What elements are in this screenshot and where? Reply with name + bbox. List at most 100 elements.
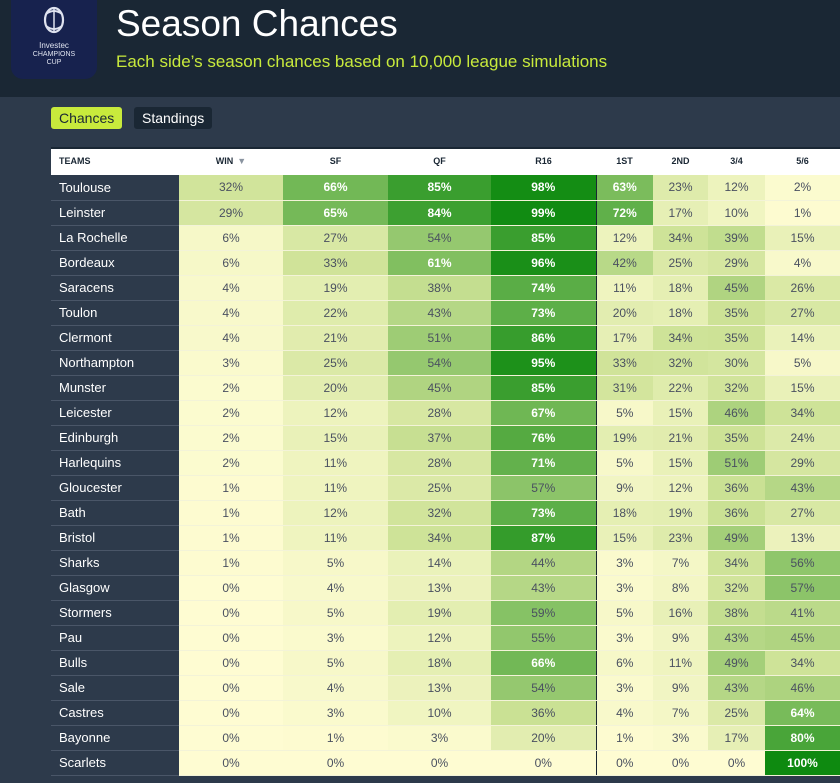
column-header-qf[interactable]: QF — [388, 147, 491, 175]
cell-qf: 12% — [388, 625, 491, 651]
cell-2nd: 15% — [653, 400, 708, 426]
cell-qf: 18% — [388, 650, 491, 676]
cell-qf: 3% — [388, 725, 491, 751]
column-header-1st[interactable]: 1ST — [596, 147, 653, 175]
cell-r16: 54% — [491, 675, 596, 701]
cell-qf: 28% — [388, 400, 491, 426]
cell-1st: 18% — [595, 500, 653, 526]
sort-desc-icon[interactable]: ▼ — [237, 156, 247, 166]
cell-2nd: 18% — [653, 275, 708, 301]
cell-qf: 19% — [388, 600, 491, 626]
table-row: Munster 2% 20% 45% 85% 31% 22% 32% 15% — [51, 375, 840, 401]
cell-2nd: 12% — [653, 475, 708, 501]
table-row: Edinburgh 2% 15% 37% 76% 19% 21% 35% 24% — [51, 425, 840, 451]
cell-r16: 36% — [491, 700, 596, 726]
cell-1st: 3% — [595, 575, 653, 601]
cell-5-6: 80% — [765, 725, 840, 751]
cell-1st: 20% — [595, 300, 653, 326]
cell-win: 32% — [179, 175, 283, 201]
cell-win: 0% — [179, 725, 283, 751]
cell-qf: 85% — [388, 175, 491, 201]
team-name: Saracens — [51, 275, 179, 301]
table-row: Leicester 2% 12% 28% 67% 5% 15% 46% 34% — [51, 400, 840, 426]
team-name: Bordeaux — [51, 250, 179, 276]
column-header-label: WIN — [215, 156, 234, 166]
table-row: Gloucester 1% 11% 25% 57% 9% 12% 36% 43% — [51, 475, 840, 501]
column-header-teams[interactable]: TEAMS — [51, 147, 179, 175]
team-name: Gloucester — [51, 475, 179, 501]
column-header-5-6[interactable]: 5/6 — [765, 147, 840, 175]
table-row: Harlequins 2% 11% 28% 71% 5% 15% 51% 29% — [51, 450, 840, 476]
column-header-win[interactable]: WIN ▼ — [179, 147, 283, 175]
cell-5-6: 46% — [765, 675, 840, 701]
cell-sf: 3% — [283, 700, 388, 726]
cell-3-4: 30% — [708, 350, 765, 376]
cell-r16: 85% — [491, 225, 596, 251]
cell-1st: 4% — [595, 700, 653, 726]
cell-qf: 13% — [388, 675, 491, 701]
tab-standings[interactable]: Standings — [134, 107, 213, 129]
cell-1st: 9% — [595, 475, 653, 501]
cell-3-4: 43% — [708, 625, 765, 651]
cell-sf: 15% — [283, 425, 388, 451]
cell-sf: 33% — [283, 250, 388, 276]
cell-1st: 5% — [595, 600, 653, 626]
column-header-2nd[interactable]: 2ND — [653, 147, 708, 175]
cell-r16: 55% — [491, 625, 596, 651]
tab-bar: Chances Standings — [0, 97, 840, 139]
cell-1st: 6% — [595, 650, 653, 676]
team-name: Sharks — [51, 550, 179, 576]
table-row: Toulouse 32% 66% 85% 98% 63% 23% 12% 2% — [51, 175, 840, 201]
column-header-3-4[interactable]: 3/4 — [708, 147, 765, 175]
cell-qf: 45% — [388, 375, 491, 401]
cell-qf: 28% — [388, 450, 491, 476]
cell-5-6: 57% — [765, 575, 840, 601]
team-name: Edinburgh — [51, 425, 179, 451]
cell-2nd: 7% — [653, 550, 708, 576]
cell-1st: 3% — [595, 550, 653, 576]
cell-win: 2% — [179, 450, 283, 476]
cell-win: 0% — [179, 650, 283, 676]
cell-qf: 61% — [388, 250, 491, 276]
cell-win: 2% — [179, 400, 283, 426]
cell-win: 29% — [179, 200, 283, 226]
tab-chances[interactable]: Chances — [51, 107, 123, 129]
cell-r16: 98% — [491, 175, 596, 201]
cell-3-4: 0% — [708, 750, 765, 776]
cell-r16: 87% — [491, 525, 596, 551]
cell-sf: 11% — [283, 450, 388, 476]
trophy-icon — [43, 6, 65, 34]
cell-qf: 43% — [388, 300, 491, 326]
cell-win: 1% — [179, 550, 283, 576]
table-row: Scarlets 0% 0% 0% 0% 0% 0% 0% 100% — [51, 750, 840, 776]
cell-5-6: 27% — [765, 500, 840, 526]
cell-win: 2% — [179, 425, 283, 451]
cell-qf: 25% — [388, 475, 491, 501]
cell-2nd: 9% — [653, 675, 708, 701]
team-name: Leicester — [51, 400, 179, 426]
cell-win: 4% — [179, 275, 283, 301]
cell-2nd: 7% — [653, 700, 708, 726]
column-header-sf[interactable]: SF — [283, 147, 388, 175]
cell-sf: 0% — [283, 750, 388, 776]
cell-2nd: 34% — [653, 225, 708, 251]
cell-sf: 65% — [283, 200, 388, 226]
cell-sf: 19% — [283, 275, 388, 301]
cell-qf: 14% — [388, 550, 491, 576]
cell-r16: 71% — [491, 450, 596, 476]
cell-r16: 74% — [491, 275, 596, 301]
table-row: La Rochelle 6% 27% 54% 85% 12% 34% 39% 15% — [51, 225, 840, 251]
cell-3-4: 32% — [708, 575, 765, 601]
column-header-r16[interactable]: R16 — [491, 147, 596, 175]
table-row: Northampton 3% 25% 54% 95% 33% 32% 30% 5% — [51, 350, 840, 376]
cell-3-4: 45% — [708, 275, 765, 301]
cell-5-6: 24% — [765, 425, 840, 451]
team-name: Scarlets — [51, 750, 179, 776]
team-name: Bath — [51, 500, 179, 526]
cell-1st: 63% — [595, 175, 653, 201]
cell-2nd: 15% — [653, 450, 708, 476]
table-row: Bulls 0% 5% 18% 66% 6% 11% 49% 34% — [51, 650, 840, 676]
cell-5-6: 64% — [765, 700, 840, 726]
team-name: Munster — [51, 375, 179, 401]
table-row: Sale 0% 4% 13% 54% 3% 9% 43% 46% — [51, 675, 840, 701]
